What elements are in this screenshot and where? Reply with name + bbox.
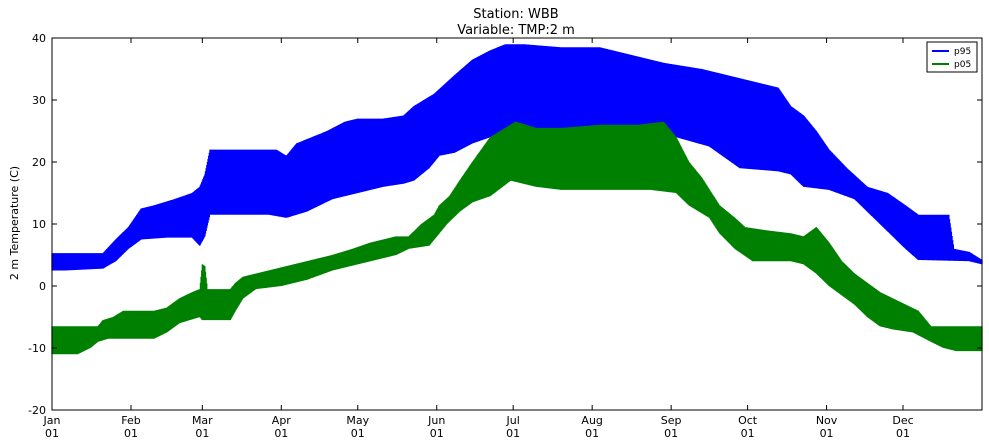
x-tick-label-day: 01 <box>820 427 834 440</box>
x-tick-label-day: 01 <box>351 427 365 440</box>
x-tick-label-month: Jun <box>427 414 445 427</box>
x-tick-label-day: 01 <box>124 427 138 440</box>
x-tick-label-month: Sep <box>661 414 682 427</box>
x-tick-label-day: 01 <box>506 427 520 440</box>
x-tick-label-month: Jan <box>43 414 61 427</box>
y-axis-label: 2 m Temperature (C) <box>8 166 21 280</box>
x-tick-label-day: 01 <box>664 427 678 440</box>
x-tick-label-day: 01 <box>45 427 59 440</box>
x-tick-label-month: Aug <box>581 414 602 427</box>
chart-title: Station: WBB <box>473 7 558 22</box>
x-tick-label-month: Dec <box>892 414 913 427</box>
y-tick-label: 10 <box>32 218 46 231</box>
x-tick-label-month: Apr <box>272 414 292 427</box>
legend-box <box>926 41 978 73</box>
y-tick-label: 30 <box>32 94 46 107</box>
y-tick-label: 40 <box>32 32 46 45</box>
legend-label-p95: p95 <box>954 47 971 57</box>
x-tick-label-month: May <box>346 414 369 427</box>
x-tick-label-day: 01 <box>741 427 755 440</box>
x-tick-label-day: 01 <box>585 427 599 440</box>
y-tick-label: 20 <box>32 156 46 169</box>
y-tick-label: -20 <box>28 404 46 417</box>
axes-layer: -20-10010203040Jan01Feb01Mar01Apr01May01… <box>28 32 983 440</box>
y-tick-label: -10 <box>28 342 46 355</box>
legend-label-p05: p05 <box>954 60 971 70</box>
x-tick-label-day: 01 <box>430 427 444 440</box>
x-tick-label-day: 01 <box>195 427 209 440</box>
y-tick-label: 0 <box>39 280 46 293</box>
x-tick-label-month: Oct <box>738 414 758 427</box>
x-tick-label-day: 01 <box>896 427 910 440</box>
x-tick-label-month: Feb <box>121 414 140 427</box>
x-tick-label-month: Nov <box>816 414 838 427</box>
x-tick-label-day: 01 <box>274 427 288 440</box>
series-band-p05 <box>51 121 983 355</box>
x-tick-label-month: Mar <box>192 414 213 427</box>
series-p05 <box>51 121 983 355</box>
series-layer <box>51 44 983 355</box>
x-tick-label-month: Jul <box>506 414 520 427</box>
chart-subtitle: Variable: TMP:2 m <box>457 23 575 38</box>
